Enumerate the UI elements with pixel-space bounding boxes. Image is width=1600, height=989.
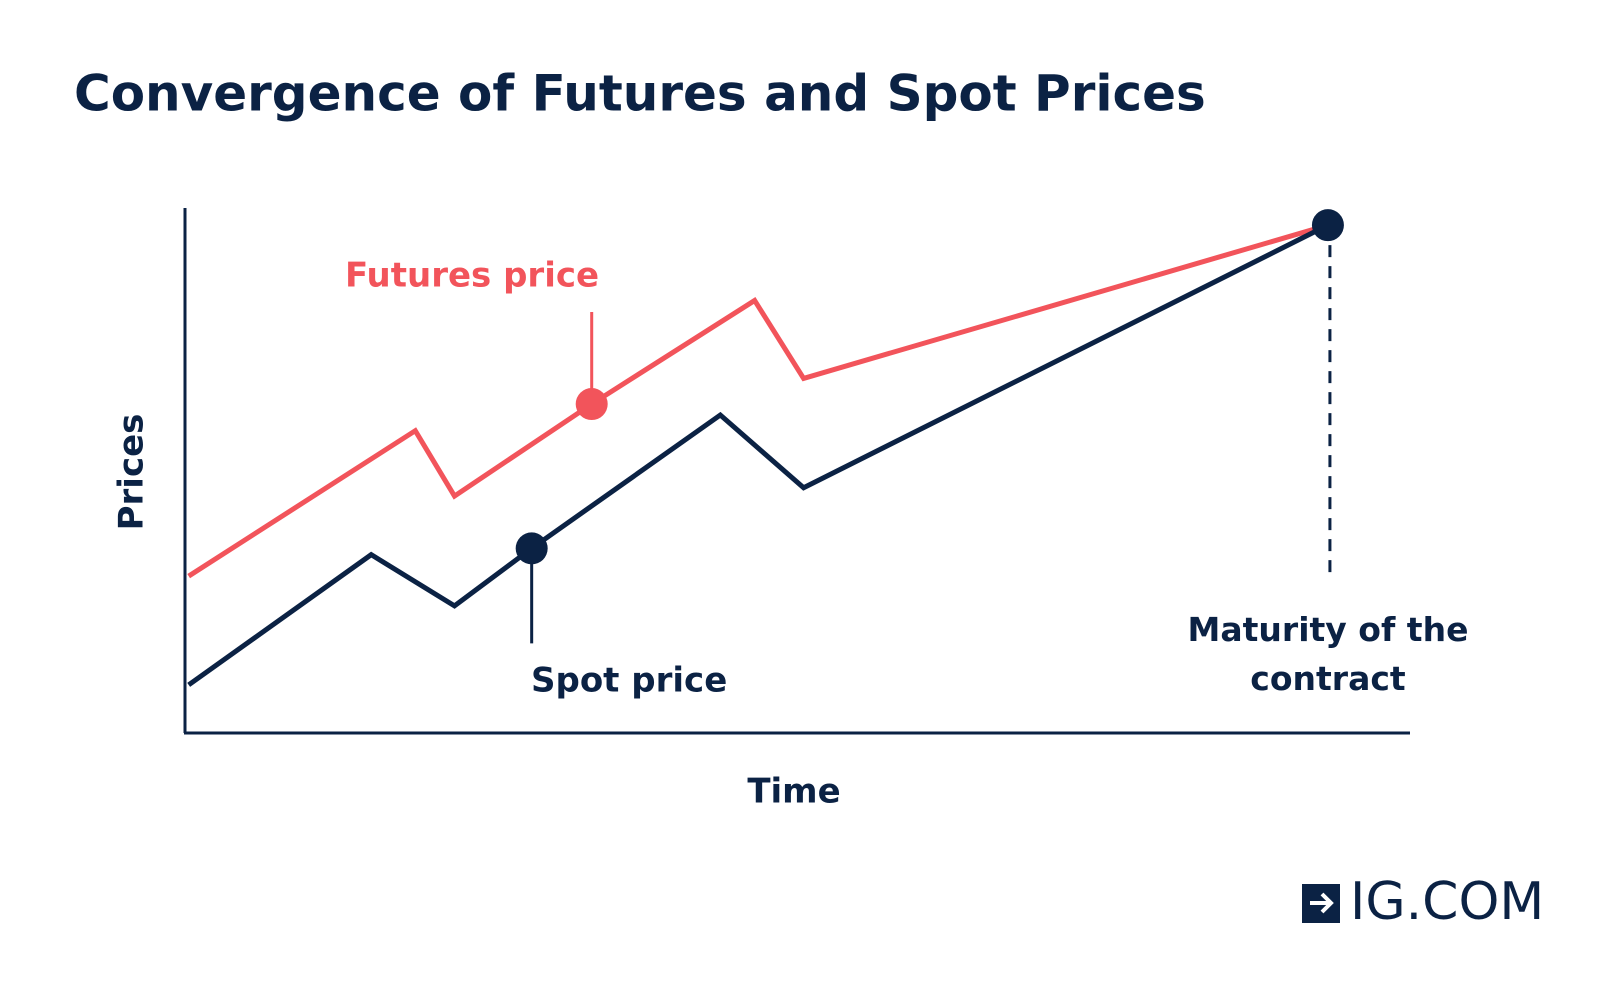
annotation: Maturity of the contract [1187,610,1469,698]
point-marker [1311,209,1344,242]
point-marker [515,532,548,565]
point-marker [575,388,608,421]
series-label: Futures price [345,256,599,296]
logo-text: IG.COM [1350,872,1544,932]
chart-title: Convergence of Futures and Spot Prices [74,65,1206,123]
y-axis-title: Prices [112,414,152,531]
x-axis-title: Time [747,772,840,812]
logo-icon [1302,884,1340,923]
series-label: Spot price [531,661,727,701]
